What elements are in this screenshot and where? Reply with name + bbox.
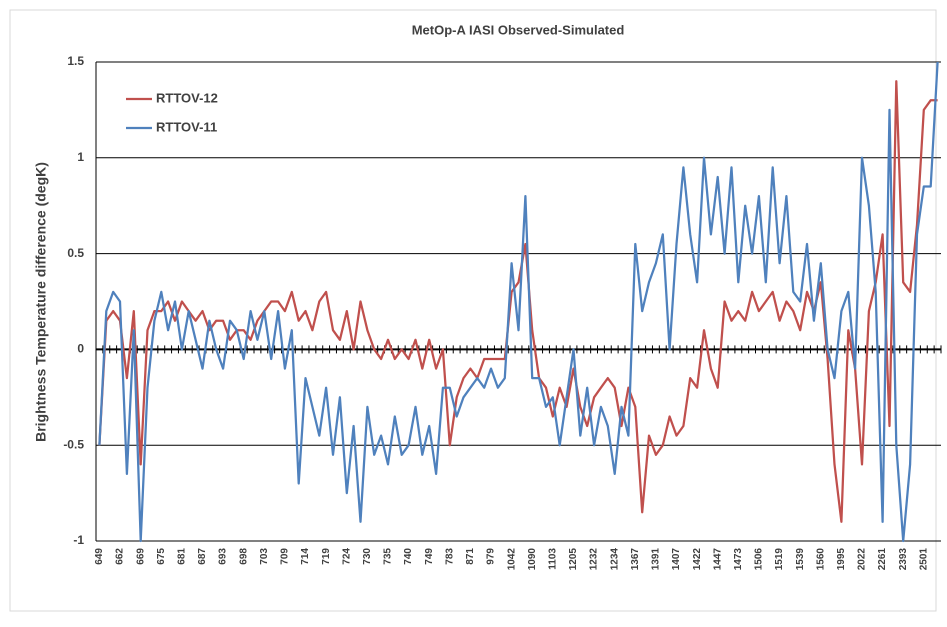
x-tick-label: 1090: [527, 548, 538, 571]
x-tick-label: 719: [321, 548, 332, 565]
x-tick-label: 693: [218, 548, 229, 565]
x-tick-label: 1506: [754, 548, 765, 571]
legend-label: RTTOV-11: [156, 119, 217, 134]
x-tick-label: 2393: [898, 548, 909, 571]
x-tick-label: 1407: [671, 548, 682, 571]
x-tick-label: 1473: [733, 548, 744, 571]
x-tick-label: 1234: [609, 548, 620, 571]
x-tick-label: 1205: [568, 548, 579, 571]
x-tick-label: 681: [177, 548, 188, 565]
x-tick-label: 2261: [877, 548, 888, 571]
y-tick-label: 1: [77, 150, 84, 164]
x-tick-label: 1042: [506, 548, 517, 571]
x-tick-label: 979: [486, 548, 497, 565]
x-tick-label: 749: [424, 548, 435, 565]
x-tick-label: 783: [444, 548, 455, 565]
x-tick-label: 1560: [815, 548, 826, 571]
y-axis-title: Brightness Temperature difference (degK): [33, 162, 49, 442]
series-line: [98, 80, 938, 523]
x-tick-label: 687: [197, 548, 208, 565]
x-tick-label: 709: [280, 548, 291, 565]
x-tick-label: 2501: [918, 548, 929, 571]
x-tick-label: 662: [115, 548, 126, 565]
x-tick-label: 1995: [836, 548, 847, 571]
y-tick-label: 0: [77, 342, 84, 356]
y-tick-label: -1: [73, 533, 84, 547]
x-tick-label: 2022: [857, 548, 868, 571]
x-tick-label: 1422: [692, 548, 703, 571]
y-tick-label: 0.5: [67, 246, 84, 260]
x-tick-label: 675: [156, 548, 167, 565]
x-tick-label: 735: [383, 548, 394, 565]
legend-label: RTTOV-12: [156, 90, 218, 105]
x-tick-label: 703: [259, 548, 270, 565]
x-tick-label: 649: [94, 548, 105, 565]
x-tick-label: 1103: [547, 548, 558, 570]
x-tick-label: 730: [362, 548, 373, 565]
x-tick-label: 871: [465, 548, 476, 565]
chart-border: [9, 9, 937, 612]
x-tick-label: 724: [341, 548, 352, 565]
x-tick-label: 1232: [589, 548, 600, 571]
x-tick-label: 1519: [774, 548, 785, 571]
chart-title: MetOp-A IASI Observed-Simulated: [412, 22, 625, 37]
x-tick-label: 1447: [712, 548, 723, 571]
x-tick-label: 669: [135, 548, 146, 565]
x-tick-label: 1391: [651, 548, 662, 571]
x-tick-label: 1539: [795, 548, 806, 571]
x-tick-label: 698: [238, 548, 249, 565]
x-tick-label: 740: [403, 548, 414, 565]
y-tick-label: 1.5: [67, 54, 84, 68]
series-line: [98, 61, 939, 543]
x-tick-label: 1367: [630, 548, 641, 571]
y-tick-label: -0.5: [63, 437, 84, 451]
x-tick-label: 714: [300, 548, 311, 565]
